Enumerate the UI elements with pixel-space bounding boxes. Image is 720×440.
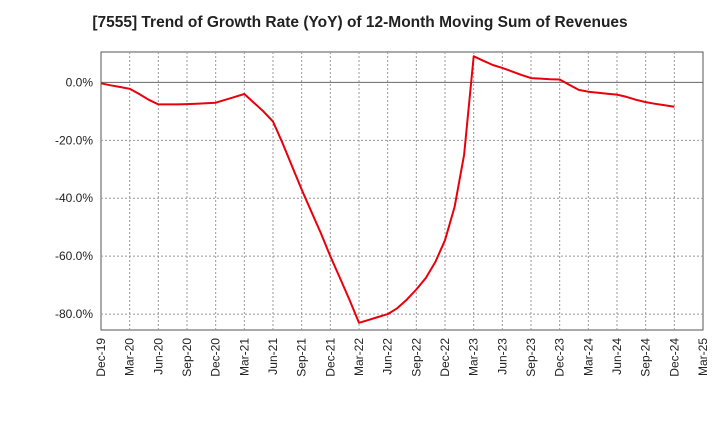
- plot-area: [100, 51, 704, 331]
- series-line: [100, 55, 675, 324]
- series-layer: [100, 55, 675, 324]
- x-tick-label: Dec-23: [553, 338, 567, 377]
- y-tick-label: 0.0%: [66, 75, 94, 89]
- x-tick-label: Mar-21: [237, 338, 251, 376]
- x-tick-label: Jun-22: [381, 338, 395, 375]
- x-tick-label: Jun-21: [266, 338, 280, 375]
- x-tick-label: Sep-24: [639, 338, 653, 377]
- x-tick-label: Mar-24: [581, 338, 595, 376]
- y-tick-label: -40.0%: [55, 191, 93, 205]
- x-tick-label: Sep-22: [409, 338, 423, 377]
- x-tick-label: Sep-23: [524, 338, 538, 377]
- x-tick-label: Dec-22: [438, 338, 452, 377]
- x-tick-label: Mar-25: [696, 338, 710, 376]
- axis-labels: Dec-19 Mar-20 Jun-20 Sep-20 Dec-20 Mar-21 Jun-…: [55, 75, 710, 376]
- chart-title: [7555] Trend of Growth Rate (YoY) of 12-…: [92, 14, 628, 31]
- x-tick-label: Sep-21: [295, 338, 309, 377]
- x-tick-label: Jun-23: [495, 338, 509, 375]
- x-tick-label: Dec-21: [323, 338, 337, 377]
- x-tick-label: Dec-19: [94, 338, 108, 377]
- grid-lines: [101, 52, 703, 330]
- x-tick-label: Dec-24: [667, 338, 681, 377]
- y-tick-label: -20.0%: [55, 133, 93, 147]
- x-tick-label: Dec-20: [209, 338, 223, 377]
- x-tick-label: Jun-24: [610, 338, 624, 375]
- x-tick-label: Sep-20: [180, 338, 194, 377]
- y-tick-label: -60.0%: [55, 249, 93, 263]
- x-tick-label: Jun-20: [151, 338, 165, 375]
- x-tick-label: Mar-20: [123, 338, 137, 376]
- x-tick-label: Mar-22: [352, 338, 366, 376]
- x-tick-label: Mar-23: [467, 338, 481, 376]
- y-tick-label: -80.0%: [55, 307, 93, 321]
